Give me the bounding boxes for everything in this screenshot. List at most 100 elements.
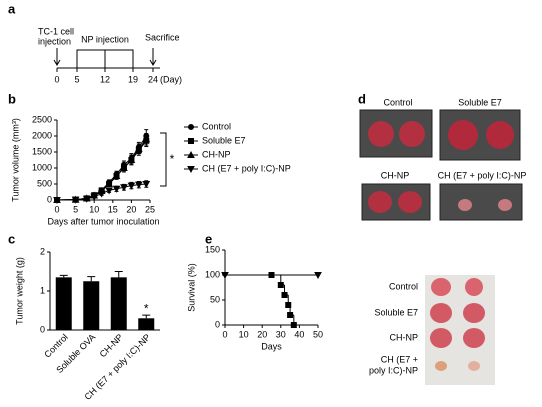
error-bar [87,276,96,282]
marker [82,195,91,203]
y-tick-label: 1000 [32,162,52,172]
tumor [430,303,452,323]
bar [138,318,155,330]
marker [71,196,80,204]
timeline-tick-label: 12 [100,74,110,84]
arrow [149,48,157,66]
y-tick-label: 50 [210,294,220,304]
legend-label: CH (E7 + poly I:C)-NP [202,163,291,173]
y-tick-label: 100 [205,269,220,279]
marker [287,312,294,318]
tumor [463,328,485,348]
marker [53,197,61,205]
tumor [458,199,472,211]
bar [110,277,127,330]
legend-marker [187,166,195,174]
event-label: Sacrifice [145,32,180,42]
annotation: * [144,301,149,315]
tumor [463,303,485,323]
x-tick-label: 15 [108,204,118,214]
panel-letter: e [205,231,212,246]
tumor [398,191,422,213]
photo-label: Soluble E7 [458,97,502,107]
y-tick-label: 150 [205,244,220,254]
marker [112,185,121,193]
tumor [368,121,394,147]
marker [105,187,113,195]
x-axis-label: Days [261,341,282,351]
marker [142,135,151,143]
y-tick-label: 0 [47,194,52,204]
marker [285,302,292,308]
legend-marker [188,124,194,130]
tumor-label: poly I:C)-NP [369,365,418,375]
y-tick-label: 1 [40,285,45,295]
y-tick-label: 2500 [32,114,52,124]
marker [112,171,121,179]
y-tick-label: 2 [40,246,45,256]
x-tick-label: 10 [239,329,249,339]
x-tick-label: 30 [276,329,286,339]
photo-label: CH-NP [381,170,410,180]
error-bar [114,271,123,278]
arrow [53,48,61,66]
timeline-tick-label: 19 [128,74,138,84]
photo-label: Control [383,97,412,107]
marker [221,272,229,280]
y-tick-label: 500 [37,178,52,188]
x-tick-label: 10 [89,204,99,214]
marker [281,292,288,298]
timeline-tick-label: 5 [74,74,79,84]
tumor [465,278,483,296]
y-tick-label: 0 [215,319,220,329]
legend-label: Soluble E7 [202,135,246,145]
marker [105,179,113,187]
y-tick-label: 2000 [32,130,52,140]
annotation: * [170,152,175,166]
x-tick-label: 5 [73,204,78,214]
x-tick-label: 40 [294,329,304,339]
marker [134,181,143,189]
marker [97,190,106,198]
marker [314,272,322,280]
legend-label: CH-NP [202,149,231,159]
tumor-label: CH-NP [390,332,419,342]
x-tick-label: 0 [54,204,59,214]
panel-letter: a [8,1,16,16]
timeline-tick-label: 0 [54,74,59,84]
marker [277,282,284,288]
marker [127,155,136,163]
tumor [468,361,480,371]
marker [142,181,151,189]
event-label: TC-1 cell [38,26,74,36]
tumor [431,278,451,296]
bracket [76,49,134,68]
tumor [435,361,447,371]
y-axis-label: Tumor weight (g) [14,257,24,325]
marker [127,182,136,190]
y-axis-label: Tumor volume (mm³) [10,118,20,202]
tumor [399,121,425,147]
tumor-label: CH (E7 + [381,354,418,364]
panel-letter: c [8,231,15,246]
x-tick-label: 20 [126,204,136,214]
tumor-label: Soluble E7 [374,307,418,317]
tumor [448,120,478,150]
x-tick-label: 0 [222,329,227,339]
bar [83,281,100,330]
panel-letter: d [358,91,366,106]
error-bar [59,274,68,278]
marker [90,193,99,201]
x-tick-label: 25 [145,204,155,214]
marker [290,322,297,328]
y-tick-label: 1500 [32,146,52,156]
marker [120,184,128,192]
y-tick-label: 0 [40,324,45,334]
x-tick-label: 20 [257,329,267,339]
bar [55,277,72,330]
marker [134,144,143,152]
tumor [368,191,392,213]
timeline-tick-label: 24 [148,74,158,84]
unit-label: (Day) [160,74,182,84]
